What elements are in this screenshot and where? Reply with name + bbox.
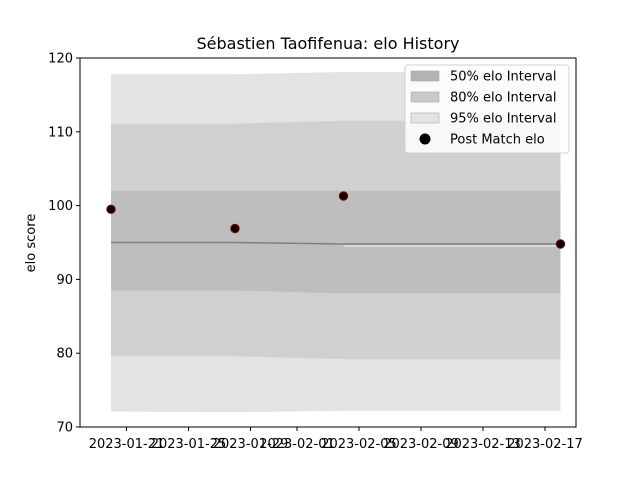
plot-area xyxy=(106,72,566,413)
x-tick-label: 2023-02-09 xyxy=(383,437,459,452)
legend-label: Post Match elo xyxy=(450,133,545,148)
x-tick-label: 2023-02-13 xyxy=(445,437,521,452)
y-tick-label: 80 xyxy=(56,347,73,362)
axes: 7080901001101202023-01-212023-01-252023-… xyxy=(48,52,583,453)
post-match-elo-point xyxy=(106,204,116,215)
band-50-elo-interval xyxy=(111,190,561,294)
post-match-elo-point xyxy=(230,223,240,234)
legend: 50% elo Interval 80% elo Interval 95% elo … xyxy=(404,64,570,154)
x-tick-label: 2023-01-25 xyxy=(151,437,227,452)
post-match-elo-point xyxy=(555,239,566,249)
chart-title: Sébastien Taofifenua: elo History xyxy=(196,34,459,53)
legend-swatch xyxy=(410,112,440,124)
y-tick-label: 70 xyxy=(56,421,73,436)
legend-label: 80% elo Interval xyxy=(450,91,557,106)
legend-label: 50% elo Interval xyxy=(450,70,557,85)
x-tick-label: 2023-02-17 xyxy=(507,437,583,452)
legend-box xyxy=(404,64,570,154)
y-tick-label: 100 xyxy=(48,199,73,214)
mean-elo-line xyxy=(111,241,561,245)
x-tick-label: 2023-01-29 xyxy=(213,437,289,452)
x-tick-label: 2023-02-05 xyxy=(321,437,397,452)
y-tick-label: 120 xyxy=(48,52,73,67)
y-axis-label: elo score xyxy=(24,214,39,273)
legend-swatch xyxy=(410,70,440,82)
legend-marker xyxy=(419,133,431,145)
legend-label: 95% elo Interval xyxy=(450,112,557,127)
post-match-elo-point xyxy=(338,191,349,201)
legend-swatch xyxy=(410,91,440,103)
x-tick-label: 2023-01-21 xyxy=(89,437,165,452)
y-tick-label: 110 xyxy=(48,125,73,140)
x-tick-label: 2023-02-01 xyxy=(259,437,335,452)
plot-frame xyxy=(79,57,577,428)
y-tick-label: 90 xyxy=(56,273,73,288)
